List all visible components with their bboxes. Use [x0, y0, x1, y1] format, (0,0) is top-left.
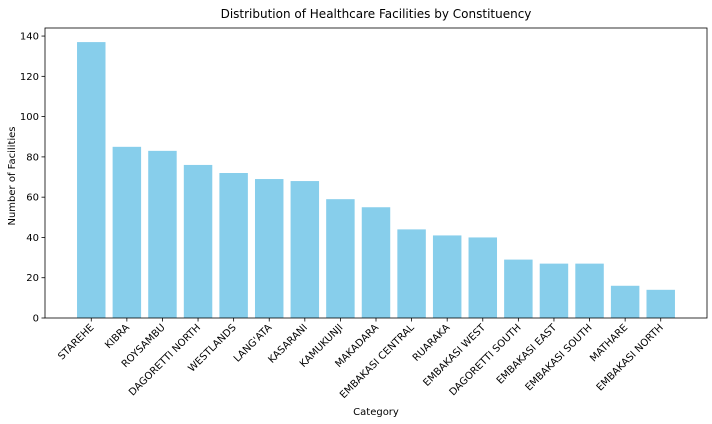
- bar-kasarani: [290, 181, 320, 318]
- y-tick-label: 20: [26, 273, 39, 284]
- x-tick-label: KIBRA: [103, 322, 132, 351]
- bar-embakasi-central: [397, 229, 426, 318]
- chart-title: Distribution of Healthcare Facilities by…: [221, 7, 532, 21]
- y-tick-label: 60: [26, 193, 39, 204]
- x-axis-title: Category: [353, 407, 399, 418]
- y-tick-label: 40: [26, 233, 39, 244]
- bar-kibra: [112, 146, 142, 318]
- y-tick-label: 140: [20, 32, 39, 43]
- bar-lang-ata: [254, 179, 284, 318]
- bar-starehe: [77, 42, 106, 318]
- bar-roysambu: [148, 150, 177, 318]
- y-axis-ticks: 0 20 40 60 80 100 120 140: [20, 32, 45, 325]
- x-tick-label: STAREHE: [56, 322, 96, 362]
- bar-westlands: [219, 173, 248, 318]
- bar-embakasi-south: [575, 263, 604, 319]
- bar-mathare: [610, 285, 640, 318]
- x-tick-label: EMBAKASI WEST: [421, 322, 488, 389]
- bar-dagoretti-north: [183, 164, 213, 318]
- x-tick-label: EMBAKASI EAST: [495, 322, 560, 387]
- y-tick-label: 120: [20, 72, 39, 83]
- bar-ruaraka: [432, 235, 462, 318]
- x-tick-label: EMBAKASI SOUTH: [524, 322, 595, 393]
- bars-group: [77, 42, 675, 319]
- y-tick-label: 100: [20, 112, 39, 123]
- bar-makadara: [361, 207, 391, 318]
- bar-kamukunji: [326, 199, 355, 318]
- y-axis-title: Number of Facilities: [7, 126, 18, 225]
- x-tick-label: EMBAKASI NORTH: [595, 322, 666, 393]
- plot-frame: [44, 27, 708, 319]
- bar-dagoretti-south: [504, 259, 533, 318]
- y-tick-label: 0: [33, 314, 39, 325]
- x-tick-label: EMBAKASI CENTRAL: [338, 322, 417, 401]
- bar-embakasi-east: [539, 263, 569, 319]
- bar-embakasi-west: [468, 237, 498, 318]
- y-tick-label: 80: [26, 152, 39, 163]
- bar-embakasi-north: [646, 289, 675, 318]
